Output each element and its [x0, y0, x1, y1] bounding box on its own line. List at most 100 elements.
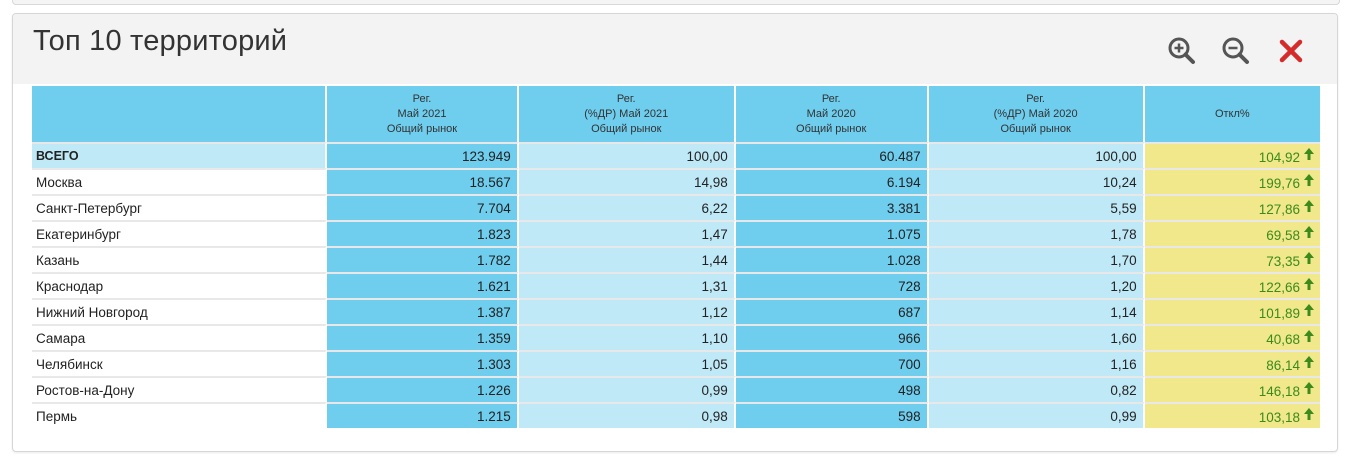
reg-may-2020-cell-value: 598 [898, 408, 921, 424]
header-line: Рег. [412, 92, 432, 105]
table-row[interactable]: Самара 1.359 1,10 966 1,60 40,68 [32, 324, 1320, 350]
deviation-pct-cell: 103,18 [1144, 402, 1320, 428]
reg-pct-may-2021-cell: 1,12 [518, 298, 736, 324]
territory-name-cell: Челябинск [32, 350, 328, 376]
table-row[interactable]: Санкт-Петербург 7.704 6,22 3.381 5,59 127,86 [32, 194, 1320, 220]
territory-name-cell: ВСЕГО [32, 142, 328, 168]
territory-name-cell-value: Санкт-Петербург [36, 200, 142, 216]
reg-may-2021-cell-value: 1.823 [476, 226, 511, 242]
up-arrow-icon [1304, 147, 1314, 163]
header-reg-may-2021[interactable]: Рег. Май 2021 Общий рынок [327, 86, 519, 142]
header-line: Май 2021 [397, 107, 447, 120]
reg-pct-may-2021-cell-value: 1,47 [701, 226, 728, 242]
reg-pct-may-2021-cell-value: 6,22 [701, 200, 728, 216]
header-deviation-pct[interactable]: Откл% [1144, 86, 1320, 142]
territory-name-cell-value: Казань [36, 252, 80, 268]
header-line: Рег. [1026, 92, 1045, 105]
header-reg-may-2020[interactable]: Рег. Май 2020 Общий рынок [735, 86, 929, 142]
header-line: Общий рынок [1000, 122, 1071, 135]
territory-name-cell: Екатеринбург [32, 220, 328, 246]
reg-may-2020-cell-value: 966 [898, 330, 921, 346]
territory-name-cell-value: Краснодар [36, 278, 104, 294]
header-line: Общий рынок [386, 122, 458, 135]
reg-pct-may-2021-cell-value: 1,05 [701, 356, 728, 372]
reg-pct-may-2021-cell: 1,05 [518, 350, 736, 376]
table-row[interactable]: Краснодар 1.621 1,31 728 1,20 122,66 [32, 272, 1320, 298]
zoom-in-button[interactable] [1165, 34, 1199, 68]
deviation-pct-cell-value: 73,35 [1266, 253, 1300, 269]
reg-may-2020-cell: 1.075 [735, 220, 929, 246]
table-row[interactable]: Казань 1.782 1,44 1.028 1,70 73,35 [32, 246, 1320, 272]
table-row[interactable]: Пермь 1.215 0,98 598 0,99 103,18 [32, 402, 1320, 428]
table-row[interactable]: Нижний Новгород 1.387 1,12 687 1,14 101,89 [32, 298, 1320, 324]
reg-pct-may-2021-cell-value: 0,98 [701, 408, 728, 424]
reg-may-2021-cell-value: 1.782 [476, 252, 511, 268]
reg-may-2020-cell: 498 [735, 376, 929, 402]
table-row[interactable]: Ростов-на-Дону 1.226 0,99 498 0,82 146,18 [32, 376, 1320, 402]
table-row[interactable]: Челябинск 1.303 1,05 700 1,16 86,14 [32, 350, 1320, 376]
table-header-row: Рег. Май 2021 Общий рынок Рег. (%ДР) Май… [32, 86, 1320, 142]
table-row[interactable]: Москва 18.567 14,98 6.194 10,24 199,76 [32, 168, 1320, 194]
table-row[interactable]: ВСЕГО 123.949 100,00 60.487 100,00 104,92 [32, 142, 1320, 168]
territory-name-cell: Краснодар [32, 272, 328, 298]
territory-name-cell-value: Челябинск [36, 356, 103, 372]
deviation-pct-cell: 146,18 [1144, 376, 1320, 402]
up-arrow-icon [1304, 173, 1314, 189]
reg-pct-may-2020-cell-value: 0,99 [1110, 408, 1137, 424]
up-arrow-icon [1304, 251, 1314, 267]
zoom-out-button[interactable] [1219, 34, 1253, 68]
deviation-pct-cell: 101,89 [1144, 298, 1320, 324]
reg-may-2020-cell: 6.194 [735, 168, 929, 194]
zoom-out-icon [1222, 37, 1249, 64]
deviation-pct-cell: 69,58 [1144, 220, 1320, 246]
territory-name-cell-value: Екатеринбург [36, 226, 121, 242]
deviation-pct-cell: 104,92 [1144, 142, 1320, 168]
header-line: Откл% [1214, 107, 1250, 120]
reg-may-2021-cell: 1.782 [327, 246, 519, 272]
deviation-pct-cell-value: 146,18 [1258, 383, 1300, 399]
up-arrow-icon [1304, 225, 1314, 241]
reg-pct-may-2020-cell-value: 1,70 [1110, 252, 1137, 268]
territory-name-cell-value: Пермь [36, 408, 78, 424]
territory-name-cell: Москва [32, 168, 328, 194]
table-row[interactable]: Екатеринбург 1.823 1,47 1.075 1,78 69,58 [32, 220, 1320, 246]
reg-pct-may-2020-cell-value: 1,60 [1110, 330, 1137, 346]
reg-may-2021-cell-value: 1.215 [476, 408, 511, 424]
reg-may-2021-cell-value: 1.387 [476, 304, 511, 320]
deviation-pct-cell: 86,14 [1144, 350, 1320, 376]
up-arrow-icon [1304, 329, 1314, 345]
deviation-pct-cell: 73,35 [1144, 246, 1320, 272]
reg-may-2021-cell: 1.621 [327, 272, 519, 298]
reg-pct-may-2021-cell-value: 1,31 [701, 278, 728, 294]
deviation-pct-cell-value: 40,68 [1266, 331, 1300, 347]
reg-may-2020-cell-value: 1.075 [886, 226, 921, 242]
up-arrow-icon [1304, 277, 1314, 293]
deviation-pct-cell-value: 127,86 [1258, 201, 1300, 217]
territory-name-cell: Ростов-на-Дону [32, 376, 328, 402]
reg-pct-may-2020-cell: 1,78 [928, 220, 1145, 246]
reg-pct-may-2021-cell-value: 0,99 [701, 382, 728, 398]
reg-may-2020-cell-value: 6.194 [886, 174, 921, 190]
table-body: ВСЕГО 123.949 100,00 60.487 100,00 104,92 Моск… [32, 142, 1320, 428]
territory-name-cell-value: ВСЕГО [36, 149, 79, 163]
reg-pct-may-2021-cell: 1,31 [518, 272, 736, 298]
deviation-pct-cell: 122,66 [1144, 272, 1320, 298]
reg-may-2020-cell-value: 700 [898, 356, 921, 372]
territory-name-cell: Санкт-Петербург [32, 194, 328, 220]
reg-pct-may-2020-cell-value: 0,82 [1110, 382, 1137, 398]
deviation-pct-cell-value: 104,92 [1258, 149, 1300, 165]
reg-may-2021-cell-value: 123.949 [461, 148, 511, 164]
header-reg-pct-may-2020[interactable]: Рег. (%ДР) Май 2020 Общий рынок [928, 86, 1145, 142]
territory-name-cell-value: Москва [36, 174, 83, 190]
close-button[interactable] [1274, 34, 1308, 68]
reg-may-2021-cell: 1.823 [327, 220, 519, 246]
reg-pct-may-2021-cell: 1,47 [518, 220, 736, 246]
territory-name-cell-value: Ростов-на-Дону [36, 382, 135, 398]
reg-pct-may-2020-cell: 10,24 [928, 168, 1145, 194]
reg-may-2020-cell: 700 [735, 350, 929, 376]
reg-may-2020-cell-value: 60.487 [879, 148, 921, 164]
reg-pct-may-2021-cell: 100,00 [518, 142, 736, 168]
header-reg-pct-may-2021[interactable]: Рег. (%ДР) Май 2021 Общий рынок [518, 86, 736, 142]
header-territory[interactable] [32, 86, 328, 142]
territory-name-cell: Пермь [32, 402, 328, 428]
